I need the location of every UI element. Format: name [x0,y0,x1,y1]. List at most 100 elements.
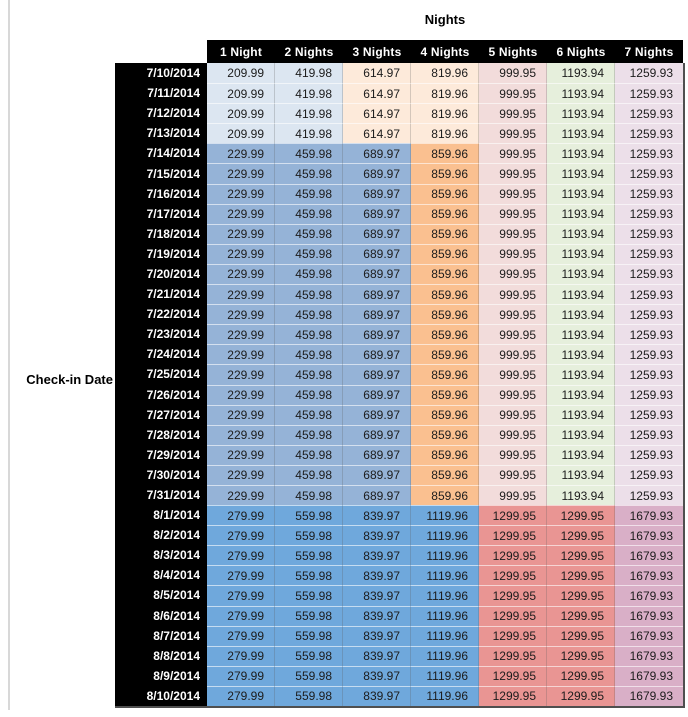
price-cell: 1679.93 [615,665,683,686]
price-cell: 1193.94 [547,63,615,84]
price-cell: 689.97 [343,223,411,244]
checkin-date-cell: 8/7/2014 [115,625,207,646]
table-row: 7/22/2014 229.99 459.98 689.97 859.96 999.95 1… [115,304,683,325]
checkin-date-cell: 7/10/2014 [115,63,207,84]
checkin-date-cell: 8/5/2014 [115,585,207,606]
checkin-date-cell: 7/26/2014 [115,384,207,405]
table-row: 8/5/2014 279.99 559.98 839.97 1119.96 1299.95… [115,585,683,606]
price-cell: 1119.96 [411,645,479,666]
price-cell: 209.99 [207,63,275,84]
price-cell: 1193.94 [547,324,615,345]
checkin-date-cell: 7/31/2014 [115,484,207,506]
price-cell: 819.96 [411,123,479,144]
price-cell: 1259.93 [615,404,683,425]
price-cell: 999.95 [479,143,547,164]
price-cell: 229.99 [207,344,275,365]
price-cell: 1679.93 [615,565,683,586]
checkin-date-cell: 8/10/2014 [115,685,207,706]
price-cell: 1299.95 [547,505,615,526]
price-cell: 999.95 [479,103,547,124]
price-cell: 1259.93 [615,384,683,405]
price-cell: 859.96 [411,163,479,184]
price-cell: 1193.94 [547,123,615,144]
price-cell: 1299.95 [547,625,615,646]
price-cell: 559.98 [275,625,343,646]
price-cell: 1193.94 [547,364,615,385]
price-cell: 1259.93 [615,364,683,385]
price-cell: 1259.93 [615,344,683,365]
price-cell: 999.95 [479,424,547,445]
price-cell: 859.96 [411,364,479,385]
price-cell: 209.99 [207,83,275,104]
table-row: 8/3/2014 279.99 559.98 839.97 1119.96 1299.95… [115,545,683,566]
price-cell: 999.95 [479,203,547,224]
column-header: 3 Nights [343,40,411,63]
column-header: 6 Nights [547,40,615,63]
price-cell: 559.98 [275,585,343,606]
checkin-date-cell: 8/3/2014 [115,545,207,566]
column-header: 7 Nights [615,40,683,63]
checkin-date-cell: 7/14/2014 [115,143,207,164]
rate-table: 1 Night 2 Nights 3 Nights 4 Nights 5 Nights 6… [115,40,685,708]
table-row: 7/25/2014 229.99 459.98 689.97 859.96 999.95 1… [115,364,683,385]
price-cell: 999.95 [479,163,547,184]
price-cell: 419.98 [275,63,343,84]
price-cell: 999.95 [479,63,547,84]
price-cell: 279.99 [207,545,275,566]
price-cell: 819.96 [411,103,479,124]
price-cell: 459.98 [275,163,343,184]
table-row: 7/20/2014 229.99 459.98 689.97 859.96 999.95 1… [115,263,683,285]
table-row: 7/17/2014 229.99 459.98 689.97 859.96 999.95 1… [115,203,683,224]
price-cell: 1119.96 [411,605,479,626]
price-cell: 839.97 [343,685,411,706]
price-cell: 559.98 [275,505,343,526]
price-cell: 1299.95 [547,545,615,566]
price-cell: 1299.95 [479,545,547,566]
price-cell: 229.99 [207,163,275,184]
price-cell: 839.97 [343,545,411,566]
price-cell: 1679.93 [615,645,683,666]
column-header: 4 Nights [411,40,479,63]
price-cell: 839.97 [343,625,411,646]
table-row: 7/30/2014 229.99 459.98 689.97 859.96 999.95 1… [115,464,683,485]
price-cell: 1193.94 [547,143,615,164]
price-cell: 1193.94 [547,243,615,264]
price-cell: 1259.93 [615,83,683,104]
price-cell: 999.95 [479,284,547,305]
price-cell: 859.96 [411,183,479,204]
price-cell: 229.99 [207,404,275,425]
price-cell: 419.98 [275,123,343,144]
price-cell: 279.99 [207,525,275,546]
price-cell: 689.97 [343,143,411,164]
price-cell: 999.95 [479,83,547,104]
price-cell: 999.95 [479,324,547,345]
price-cell: 459.98 [275,444,343,465]
table-row: 7/31/2014 229.99 459.98 689.97 859.96 999.95 1… [115,484,683,506]
price-cell: 229.99 [207,304,275,325]
checkin-date-cell: 7/24/2014 [115,344,207,365]
table-row: 7/18/2014 229.99 459.98 689.97 859.96 999.95 1… [115,223,683,244]
price-cell: 559.98 [275,565,343,586]
price-cell: 1259.93 [615,183,683,204]
price-cell: 839.97 [343,645,411,666]
checkin-date-cell: 7/11/2014 [115,83,207,104]
price-cell: 1193.94 [547,404,615,425]
price-cell: 999.95 [479,304,547,325]
price-cell: 1193.94 [547,203,615,224]
price-cell: 229.99 [207,384,275,405]
price-cell: 999.95 [479,243,547,264]
table-row: 7/16/2014 229.99 459.98 689.97 859.96 999.95 1… [115,183,683,204]
price-cell: 999.95 [479,223,547,244]
price-cell: 1679.93 [615,505,683,526]
table-row: 7/21/2014 229.99 459.98 689.97 859.96 999.95 1… [115,284,683,305]
price-cell: 229.99 [207,324,275,345]
table-row: 7/19/2014 229.99 459.98 689.97 859.96 999.95 1… [115,243,683,264]
price-cell: 859.96 [411,404,479,425]
price-cell: 1119.96 [411,545,479,566]
price-cell: 459.98 [275,223,343,244]
price-cell: 859.96 [411,203,479,224]
price-cell: 459.98 [275,364,343,385]
price-cell: 1119.96 [411,565,479,586]
price-cell: 859.96 [411,143,479,164]
